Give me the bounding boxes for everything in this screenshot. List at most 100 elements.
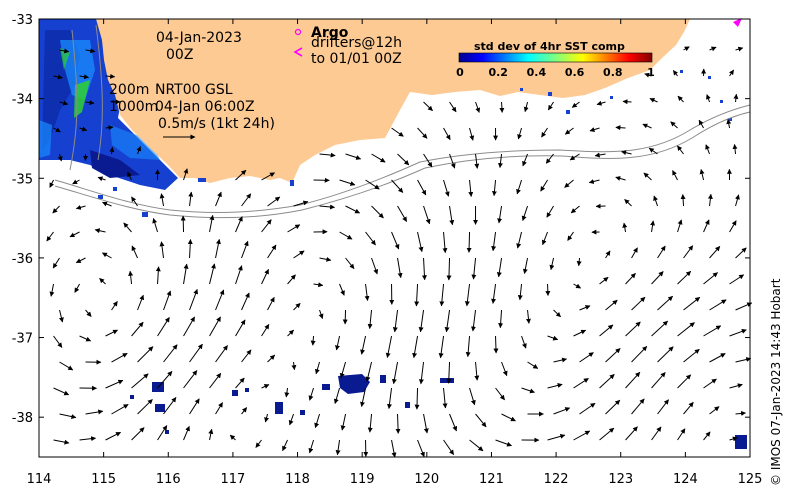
current-vector: [732, 143, 738, 155]
current-vector: [155, 266, 161, 285]
current-vector: [622, 222, 628, 233]
current-vector: [131, 373, 149, 389]
current-vector: [287, 329, 294, 337]
current-vector: [605, 250, 611, 259]
current-vector: [261, 323, 270, 337]
current-vector: [159, 193, 165, 207]
current-vector: [241, 292, 250, 311]
current-vector: [339, 361, 347, 379]
lon-tick-label: 117: [220, 472, 245, 487]
current-vector: [709, 246, 721, 259]
current-vector: [241, 407, 248, 415]
current-vector: [449, 153, 456, 169]
current-vector: [229, 434, 236, 441]
current-vector: [391, 231, 400, 250]
current-vector: [649, 98, 658, 103]
current-vector: [545, 153, 554, 164]
current-vector: [709, 46, 717, 52]
current-vector: [499, 101, 505, 113]
current-vector: [152, 218, 159, 233]
lon-tick-label: 125: [738, 472, 763, 487]
current-vector: [412, 335, 419, 359]
current-vector: [131, 245, 138, 259]
lon-tick-label: 116: [156, 472, 181, 487]
current-vector: [85, 48, 96, 54]
current-vector: [516, 179, 523, 195]
lon-tick-label: 115: [91, 472, 116, 487]
argo-label: Argo: [311, 25, 349, 41]
current-vector: [137, 346, 154, 363]
current-vector: [605, 299, 618, 311]
current-vector: [123, 222, 132, 233]
product-label: NRT00 GSL: [155, 82, 233, 98]
current-vector: [127, 171, 132, 181]
current-vector: [651, 372, 666, 389]
current-vector: [209, 214, 215, 233]
current-vector: [314, 361, 321, 375]
current-vector: [672, 70, 679, 77]
longitude-axis: 114 115 116 117 118 119 120 121 122 123 124 125: [27, 19, 763, 487]
contour-200-label: 200m: [109, 82, 149, 98]
current-vector: [464, 283, 471, 307]
current-vector: [651, 426, 662, 441]
current-vector: [59, 361, 74, 371]
current-vector: [475, 101, 481, 113]
current-vector: [698, 119, 704, 129]
current-vector: [651, 320, 668, 337]
current-vector: [215, 238, 221, 259]
current-vector: [339, 283, 345, 296]
current-vector: [94, 228, 106, 234]
current-vector: [69, 231, 80, 238]
current-vector: [79, 335, 92, 342]
current-vector: [465, 335, 471, 358]
current-vector: [58, 309, 64, 323]
current-vector: [579, 352, 594, 363]
current-vector: [261, 268, 269, 285]
current-vector: [418, 361, 425, 385]
current-vector: [310, 335, 316, 346]
current-vector: [414, 283, 420, 307]
current-vector: [183, 316, 196, 337]
date-line1: 04-Jan-2023: [156, 30, 242, 46]
current-vector: [621, 150, 632, 156]
current-vector: [261, 384, 270, 389]
current-vector: [553, 357, 568, 363]
current-vector: [340, 413, 347, 431]
current-vector: [59, 413, 77, 420]
current-vector: [469, 127, 475, 141]
current-vector: [677, 270, 692, 285]
current-vector: [318, 309, 324, 319]
current-vector: [495, 387, 505, 401]
current-vector: [75, 257, 86, 264]
current-vector: [657, 399, 669, 415]
lat-tick-label: -38: [12, 411, 33, 426]
current-vector: [491, 231, 497, 252]
current-vector: [735, 46, 744, 52]
current-vector: [264, 413, 270, 423]
current-vector: [705, 144, 711, 155]
current-vector: [335, 335, 341, 351]
current-vector: [79, 126, 88, 132]
current-vector: [442, 231, 448, 254]
current-vector: [209, 263, 216, 285]
current-vector: [670, 121, 678, 129]
current-vector: [79, 74, 89, 80]
current-vector: [729, 69, 735, 77]
scale-label: 0.5m/s (1kt 24h): [158, 116, 275, 132]
current-vector: [683, 245, 694, 259]
lon-tick-label: 124: [673, 472, 698, 487]
current-vector: [553, 407, 571, 415]
current-vector: [657, 295, 673, 311]
current-vector: [183, 168, 189, 181]
current-vector: [423, 153, 433, 168]
current-vector: [564, 127, 574, 135]
lat-tick-label: -37: [12, 332, 33, 347]
current-vector: [241, 349, 252, 363]
current-vector: [579, 305, 591, 311]
current-vector: [729, 383, 743, 389]
current-vector: [333, 387, 341, 405]
current-vector: [319, 256, 332, 262]
current-vector: [579, 402, 596, 415]
current-vector: [53, 387, 70, 396]
lat-tick-label: -33: [12, 13, 33, 28]
